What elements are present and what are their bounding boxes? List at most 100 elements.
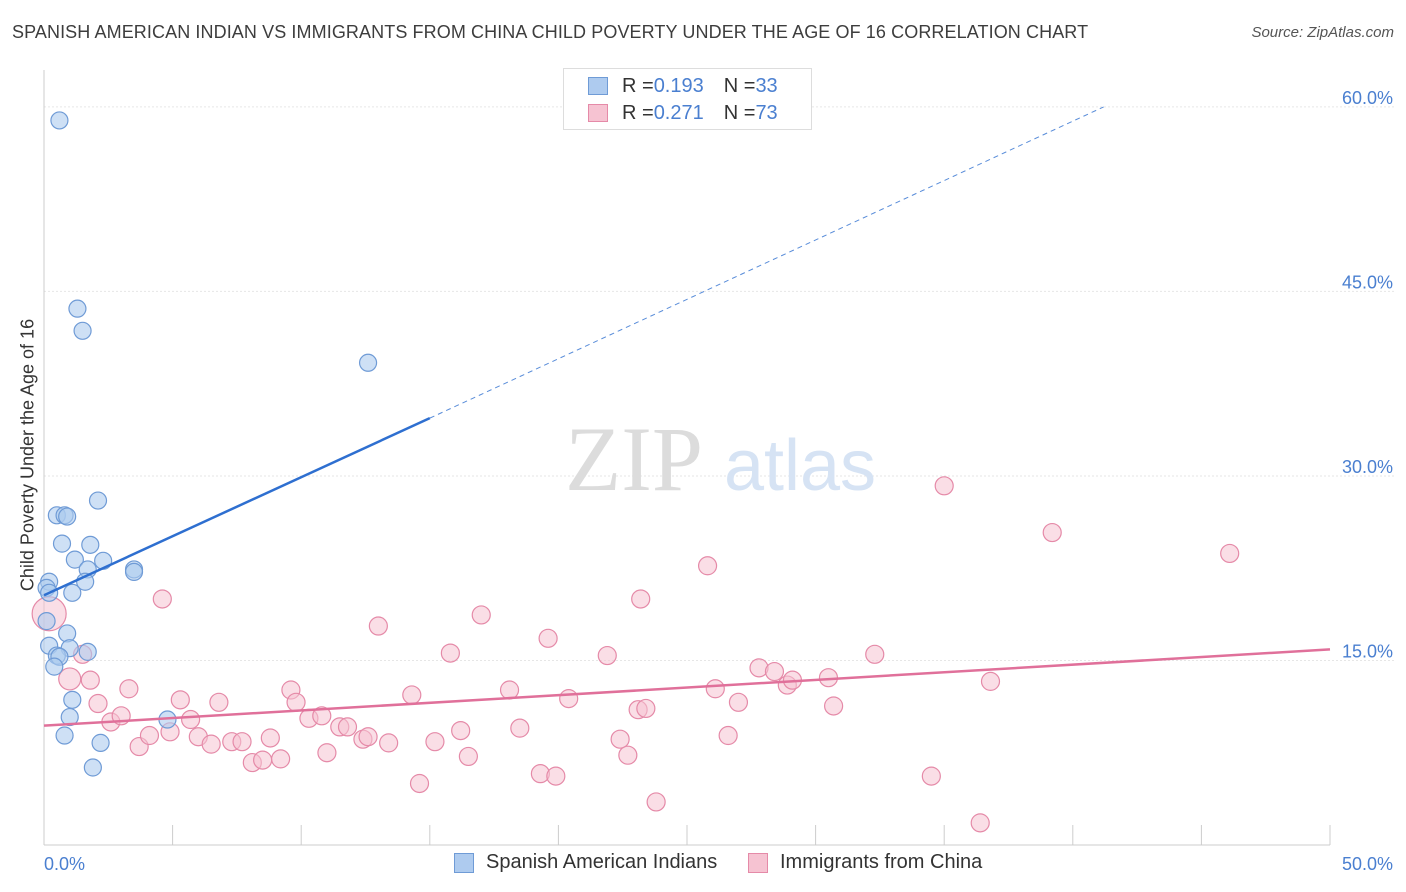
china-point [631, 589, 651, 609]
watermark-zip: ZIP [565, 408, 703, 510]
china-point [559, 689, 579, 709]
legend-swatch-pink [588, 104, 608, 122]
china-point [451, 720, 471, 741]
y-tick-label: 30.0% [1342, 457, 1393, 477]
legend-n-label: N = [723, 101, 756, 124]
china-point [253, 750, 273, 770]
china-point [1042, 522, 1062, 543]
trend-lines [43, 106, 1331, 727]
spanish-american-indian-point [45, 657, 64, 676]
legend-row-series2: R = 0.271 N = 73 [588, 101, 778, 125]
china-point [358, 727, 378, 747]
china-point [458, 746, 478, 767]
china-point [1220, 543, 1240, 564]
spanish-american-indian-point [81, 535, 100, 554]
legend-label: Immigrants from China [780, 851, 983, 873]
spanish-american-indian-trend-line [43, 416, 431, 597]
spanish-american-indian-point [358, 353, 378, 372]
spanish-american-indian-point [63, 690, 82, 709]
spanish-american-indian-point [68, 299, 87, 318]
china-point [425, 732, 445, 752]
spanish-american-indian-point [78, 642, 97, 661]
grid-lines [44, 106, 1394, 661]
china-point [201, 734, 221, 754]
spanish-american-indian-point [58, 624, 77, 643]
source-label: Source: ZipAtlas.com [1251, 24, 1394, 41]
china-point [402, 685, 422, 705]
legend-r-label: R = [622, 74, 654, 97]
legend-label: Spanish American Indians [486, 851, 718, 873]
y-tick-label: 15.0% [1342, 641, 1393, 661]
china-point [271, 749, 291, 769]
china-point [546, 766, 566, 786]
china-point [379, 733, 399, 753]
spanish-american-indian-trend-extension [429, 106, 1104, 419]
china-point [697, 556, 718, 576]
spanish-american-indian-point [83, 758, 102, 777]
china-trend-line [43, 648, 1331, 727]
series-legend: Spanish American Indians Immigrants from… [0, 851, 1406, 879]
china-point [409, 773, 430, 794]
x-tick-label: 50.0% [1342, 854, 1393, 874]
china-point [312, 706, 332, 726]
china-point [88, 693, 108, 714]
spanish-american-indian-point [65, 550, 84, 569]
watermark-atlas: atlas [724, 426, 876, 506]
spanish-american-indian-point [55, 726, 74, 745]
china-point [764, 661, 785, 682]
china-point [824, 696, 844, 716]
y-tick-label: 45.0% [1342, 272, 1393, 292]
china-point [286, 692, 306, 712]
spanish-american-indian-point [58, 507, 77, 526]
china-point [80, 670, 100, 690]
y-tick-label: 60.0% [1342, 88, 1393, 108]
china-point [538, 628, 558, 648]
china-point [970, 813, 990, 833]
china-point [170, 690, 190, 710]
x-tick-label: 0.0% [44, 854, 85, 874]
china-point [440, 643, 460, 663]
china-point [337, 717, 358, 737]
chart-title: SPANISH AMERICAN INDIAN VS IMMIGRANTS FR… [12, 22, 1089, 42]
china-point [718, 725, 738, 746]
china-point [610, 729, 630, 749]
tick-labels: 15.0% 30.0% 45.0% 60.0% 0.0% 50.0% [44, 88, 1393, 874]
china-point [368, 616, 388, 636]
china-point [865, 644, 885, 664]
watermark: ZIP atlas [565, 408, 876, 510]
spanish-american-indian-point [124, 562, 144, 582]
china-point [232, 732, 252, 752]
china-point [728, 692, 749, 712]
china-point [597, 645, 617, 666]
china-point [317, 743, 337, 763]
axes [43, 70, 1331, 846]
spanish-american-indian-point [60, 707, 79, 727]
legend-n-label: N = [723, 74, 756, 97]
china-point [181, 709, 201, 730]
legend-item-immigrants-from-china: Immigrants from China [748, 851, 982, 874]
legend-r-label: R = [622, 101, 654, 124]
legend-item-spanish-american-indians: Spanish American Indians [454, 851, 717, 874]
legend-r-value: 0.271 [653, 101, 704, 124]
china-point [510, 718, 530, 738]
legend-swatch-pink [748, 852, 768, 873]
spanish-american-indian-point [37, 612, 56, 631]
china-point [209, 692, 229, 712]
china-point [471, 605, 491, 625]
spanish-american-indian-point [73, 321, 92, 340]
china-point [618, 745, 638, 765]
legend-row-series1: R = 0.193 N = 33 [588, 74, 778, 98]
china-point [58, 667, 82, 691]
spanish-american-indian-point [63, 583, 82, 602]
china-point [499, 680, 520, 700]
china-point [646, 792, 666, 812]
china-point [934, 476, 954, 496]
china-point [921, 766, 941, 786]
china-point [705, 679, 725, 699]
spanish-american-indian-point [91, 733, 110, 752]
data-points [31, 111, 1240, 833]
china-point [152, 589, 172, 609]
china-point [980, 671, 1001, 691]
legend-n-value: 33 [755, 74, 778, 97]
